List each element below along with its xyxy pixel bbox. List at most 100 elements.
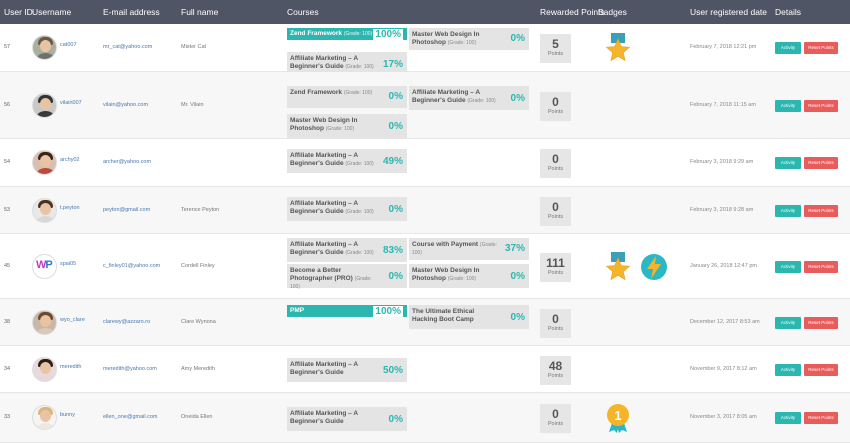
avatar[interactable]: WP	[32, 254, 57, 279]
reset-points-button[interactable]: Reset Points	[804, 100, 838, 112]
col-email[interactable]: E-mail address	[103, 7, 160, 17]
course-progress[interactable]: Zend Framework (Grade: 100) 0%	[287, 86, 407, 108]
activity-button[interactable]: Activity	[775, 157, 801, 169]
course-progress[interactable]: Master Web Design In Photoshop (Grade: 1…	[287, 114, 407, 138]
ribbon-star-badge[interactable]	[604, 252, 632, 282]
username-link[interactable]: meredith	[60, 364, 82, 370]
course-progress[interactable]: PMP 100%	[287, 305, 407, 317]
points-value: 111	[546, 256, 565, 270]
course-grade: (Grade: 100)	[447, 40, 477, 46]
medal-1-badge[interactable]: 1	[604, 403, 632, 433]
course-progress[interactable]: Course with Payment (Grade: 100) 37%	[409, 238, 529, 260]
email-link[interactable]: meredith@yahoo.com	[103, 366, 157, 372]
reset-points-button[interactable]: Reset Points	[804, 364, 838, 376]
username-link[interactable]: vilain007	[60, 100, 82, 106]
avatar[interactable]	[32, 93, 57, 118]
activity-button[interactable]: Activity	[775, 205, 801, 217]
course-percent: 0%	[388, 414, 403, 425]
lightning-badge[interactable]	[640, 252, 668, 282]
course-progress[interactable]: Affiliate Marketing – A Beginner's Guide…	[287, 358, 407, 382]
email-link[interactable]: c_finley01@yahoo.com	[103, 263, 161, 269]
course-title: Affiliate Marketing – A Beginner's Guide	[412, 89, 480, 104]
course-title: Master Web Design In Photoshop	[290, 117, 358, 132]
reset-points-button[interactable]: Reset Points	[804, 412, 838, 424]
activity-button[interactable]: Activity	[775, 261, 801, 273]
col-details: Details	[775, 7, 801, 17]
email-link[interactable]: peyton@gmail.com	[103, 207, 151, 213]
course-name: Master Web Design In Photoshop (Grade: 1…	[412, 31, 500, 47]
activity-button[interactable]: Activity	[775, 364, 801, 376]
email-link[interactable]: archer@yahoo.com	[103, 159, 152, 165]
email-link[interactable]: mr_cat@yahoo.com	[103, 44, 153, 50]
ribbon-star-badge[interactable]	[604, 33, 632, 63]
user-id: 34	[4, 366, 11, 372]
registered-date: December 12, 2017 8:53 am	[690, 319, 760, 325]
activity-button[interactable]: Activity	[775, 42, 801, 54]
full-name: Mister Cat	[181, 44, 207, 50]
avatar[interactable]	[32, 35, 57, 60]
activity-button[interactable]: Activity	[775, 317, 801, 329]
course-name: Become a Better Photographer (PRO) (Grad…	[290, 267, 378, 291]
course-progress[interactable]: Affiliate Marketing – A Beginner's Guide…	[409, 86, 529, 110]
email-link[interactable]: clarewy@azzaro.ro	[103, 319, 151, 325]
course-title: Affiliate Marketing – A Beginner's Guide	[290, 55, 358, 70]
course-progress[interactable]: Affiliate Marketing – A Beginner's Guide…	[287, 149, 407, 173]
course-progress[interactable]: Affiliate Marketing – A Beginner's Guide…	[287, 197, 407, 221]
course-percent: 0%	[388, 204, 403, 215]
col-full-name[interactable]: Full name	[181, 7, 219, 17]
course-progress[interactable]: Become a Better Photographer (PRO) (Grad…	[287, 264, 407, 291]
course-progress[interactable]: Affiliate Marketing – A Beginner's Guide…	[287, 407, 407, 431]
course-name: Course with Payment (Grade: 100)	[412, 241, 500, 257]
course-progress[interactable]: The Ultimate Ethical Hacking Boot Camp 0%	[409, 305, 529, 329]
col-user-id[interactable]: User ID	[4, 7, 33, 17]
points-label: Points	[547, 109, 564, 115]
username-link[interactable]: wyo_clare	[60, 317, 85, 323]
username-link[interactable]: bunny	[60, 412, 75, 418]
full-name: Mr. Vilain	[181, 102, 204, 108]
course-progress[interactable]: Master Web Design In Photoshop (Grade: 1…	[409, 264, 529, 288]
course-grade: (Grade: 100)	[345, 209, 374, 215]
col-registered[interactable]: User registered date	[690, 7, 768, 17]
user-id: 45	[4, 263, 11, 269]
course-percent: 0%	[510, 93, 525, 104]
reset-points-button[interactable]: Reset Points	[804, 317, 838, 329]
course-title: Zend Framework	[290, 89, 343, 96]
reset-points-button[interactable]: Reset Points	[804, 261, 838, 273]
points-label: Points	[547, 270, 564, 276]
course-progress[interactable]: Affiliate Marketing – A Beginner's Guide…	[287, 238, 407, 262]
course-percent: 83%	[382, 245, 403, 256]
user-row: 45 WP spai05 c_finley01@yahoo.com Cordell Fi…	[0, 234, 850, 299]
username-link[interactable]: archy02	[60, 157, 80, 163]
full-name: Amy Meredith	[181, 366, 215, 372]
course-grade: (Grade: 100)	[345, 250, 374, 256]
username-link[interactable]: spai05	[60, 261, 77, 267]
course-name: Affiliate Marketing – A Beginner's Guide…	[290, 200, 378, 216]
course-title: The Ultimate Ethical Hacking Boot Camp	[412, 308, 475, 323]
reset-points-button[interactable]: Reset Points	[804, 157, 838, 169]
col-points[interactable]: Rewarded Points	[540, 7, 605, 17]
avatar[interactable]	[32, 310, 57, 335]
registered-date: November 3, 2017 8:05 am	[690, 414, 757, 420]
username-link[interactable]: t.peyton	[60, 205, 80, 211]
col-username[interactable]: Username	[32, 7, 72, 17]
email-link[interactable]: ellen_one@gmail.com	[103, 414, 158, 420]
avatar[interactable]	[32, 150, 57, 175]
username-link[interactable]: cat007	[60, 42, 77, 48]
course-grade: (Grade: 100)	[345, 64, 374, 70]
registered-date: January 26, 2018 12:47 pm	[690, 263, 757, 269]
avatar[interactable]	[32, 198, 57, 223]
avatar[interactable]	[32, 405, 57, 430]
reset-points-button[interactable]: Reset Points	[804, 205, 838, 217]
user-row: 54 archy02 archer@yahoo.com Affiliate Marke…	[0, 139, 850, 187]
avatar[interactable]	[32, 357, 57, 382]
course-progress[interactable]: Zend Framework (Grade: 100) 100%	[287, 28, 407, 40]
reset-points-button[interactable]: Reset Points	[804, 42, 838, 54]
email-link[interactable]: vilain@yahoo.com	[103, 102, 149, 108]
user-id: 38	[4, 319, 11, 325]
course-grade: (Grade: 100)	[343, 31, 373, 37]
activity-button[interactable]: Activity	[775, 412, 801, 424]
course-progress[interactable]: Master Web Design In Photoshop (Grade: 1…	[409, 28, 529, 50]
activity-button[interactable]: Activity	[775, 100, 801, 112]
points-badge: 111 Points	[540, 253, 571, 282]
user-id: 54	[4, 159, 11, 165]
